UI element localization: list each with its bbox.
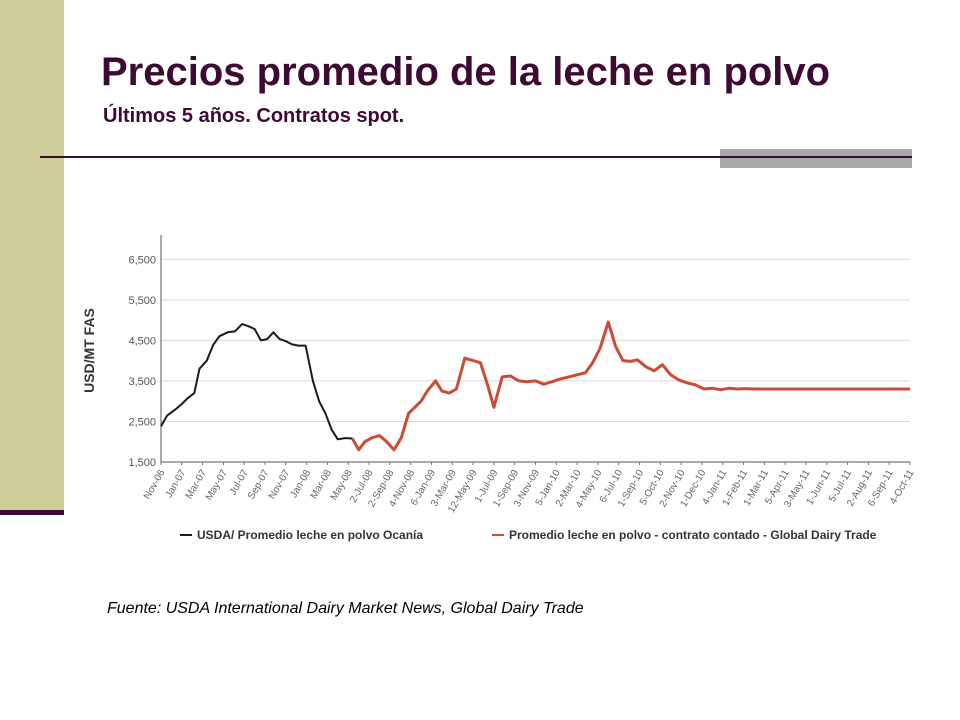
sidebar-decoration	[0, 0, 64, 512]
source-note: Fuente: USDA International Dairy Market …	[107, 600, 584, 617]
y-tick-label: 5,500	[128, 295, 156, 307]
slide-subtitle: Últimos 5 años. Contratos spot.	[103, 105, 405, 127]
title-divider	[40, 156, 912, 158]
slide-title: Precios promedio de la leche en polvo	[101, 50, 831, 94]
title-divider-accent-line	[720, 156, 912, 158]
y-tick-label: 4,500	[128, 335, 156, 347]
y-axis-title: USD/MT FAS	[81, 308, 97, 393]
y-tick-label: 1,500	[128, 457, 156, 469]
legend-entry: USDA/ Promedio leche en polvo Ocanía	[197, 528, 423, 542]
title-divider-accent	[720, 149, 912, 168]
usda-series-line	[160, 323, 353, 441]
y-tick-label: 2,500	[128, 416, 156, 428]
legend-entry: Promedio leche en polvo - contrato conta…	[509, 528, 877, 542]
x-tick-label: Nov-07	[267, 468, 293, 502]
price-chart: 1,500 2,500 3,500 4,500 5,500 6,500 USD/MT FAS…	[81, 235, 917, 542]
y-tick-label: 6,500	[128, 254, 156, 266]
y-tick-label: 3,500	[128, 376, 156, 388]
sidebar-bottom-line	[0, 510, 64, 515]
x-tick-label: Nov-06	[142, 468, 168, 502]
gdt-series-line	[351, 320, 910, 452]
